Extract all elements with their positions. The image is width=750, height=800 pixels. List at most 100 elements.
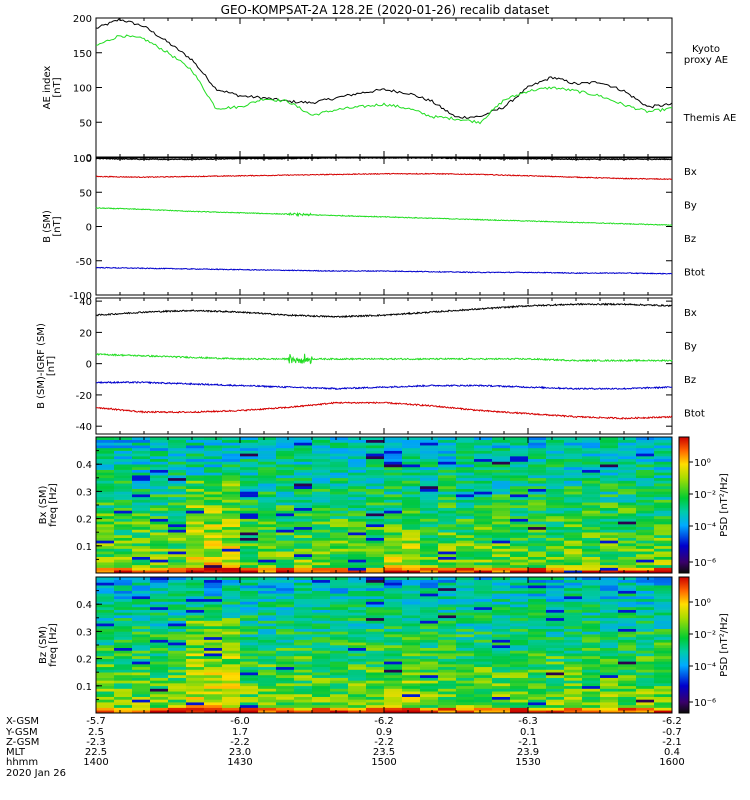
bz_psd-cell-10-13 [276, 674, 295, 678]
bz_psd-cell-5-19 [186, 658, 205, 662]
bx_psd-cell-27-48 [582, 439, 601, 443]
bx_psd-cell-1-37 [114, 469, 133, 473]
bx_psd-cell-8-32 [240, 483, 259, 487]
bx_psd-cell-5-29 [186, 491, 205, 495]
bz_psd-cell-5-35 [186, 615, 205, 619]
bz_psd-cell-1-0 [114, 710, 133, 714]
bz_psd-cell-17-49 [402, 577, 421, 581]
bx_psd-cell-2-28 [132, 494, 151, 498]
bz_psd-cell-21-23 [474, 647, 493, 651]
bz_psd-cell-26-38 [564, 606, 583, 610]
bz_psd-cell-20-8 [456, 688, 475, 692]
bx_psd-cell-23-9 [510, 545, 529, 549]
bx_psd-cell-27-17 [582, 524, 601, 528]
bx_psd-cell-9-16 [258, 526, 277, 530]
b_igrf-series-bx [95, 380, 673, 391]
bz_psd-cell-9-1 [258, 707, 277, 711]
bx_psd-cell-9-27 [258, 496, 277, 500]
bx_psd-cell-2-33 [132, 480, 151, 484]
bx_psd-cell-23-39 [510, 464, 529, 468]
bx_psd-cell-0-13 [96, 534, 115, 538]
bx_psd-cell-17-31 [402, 485, 421, 489]
bz_psd-cell-29-31 [618, 625, 637, 629]
bz_psd-cell-24-20 [528, 655, 547, 659]
bz_psd-cell-18-24 [420, 645, 439, 649]
bx_psd-cell-18-20 [420, 515, 439, 519]
bz_psd-cell-16-48 [384, 579, 403, 583]
bx_psd-cell-7-20 [222, 515, 241, 519]
bx_psd-cell-15-26 [366, 499, 385, 503]
bx_psd-cell-10-5 [276, 556, 295, 560]
bx_psd-cell-10-35 [276, 475, 295, 479]
bz_psd-cell-18-25 [420, 642, 439, 646]
bz_psd-cell-31-42 [654, 596, 673, 600]
b_sm-legend-by: By [684, 201, 697, 212]
bx_psd-cell-31-37 [654, 469, 673, 473]
bz_psd-cell-3-39 [150, 604, 169, 608]
bz_psd-cell-2-24 [132, 645, 151, 649]
bx_psd-cell-30-39 [636, 464, 655, 468]
bz_psd-cell-18-17 [420, 664, 439, 668]
bz_psd-cell-2-40 [132, 601, 151, 605]
bz_psd-cell-0-12 [96, 677, 115, 681]
bz_psd-cell-20-1 [456, 707, 475, 711]
bx_psd-cell-4-9 [168, 545, 187, 549]
bz_psd-cell-29-18 [618, 661, 637, 665]
bz_psd-cell-12-43 [312, 593, 331, 597]
bz_psd-cell-15-40 [366, 601, 385, 605]
bz_psd-cell-28-7 [600, 691, 619, 695]
bx_psd-cell-4-3 [168, 562, 187, 566]
bz_psd-cell-15-45 [366, 587, 385, 591]
bz_psd-cell-23-36 [510, 612, 529, 616]
bz_psd-cell-20-16 [456, 666, 475, 670]
bz_psd-cell-0-37 [96, 609, 115, 613]
bz_psd-cell-18-12 [420, 677, 439, 681]
bx_psd-cell-17-22 [402, 510, 421, 514]
bz_psd-cell-17-45 [402, 587, 421, 591]
bz_psd-cell-21-22 [474, 650, 493, 654]
bz_psd-cell-27-24 [582, 645, 601, 649]
bz_psd-cell-27-39 [582, 604, 601, 608]
bz_psd-cell-3-23 [150, 647, 169, 651]
bx_psd-cell-9-37 [258, 469, 277, 473]
bz_psd-cell-28-20 [600, 655, 619, 659]
bz_psd-cell-2-13 [132, 674, 151, 678]
bz_psd-cell-26-40 [564, 601, 583, 605]
bx_psd-cell-5-36 [186, 472, 205, 476]
bz_psd-cell-18-47 [420, 582, 439, 586]
bz_psd-cell-20-43 [456, 593, 475, 597]
bz_psd-cell-24-33 [528, 620, 547, 624]
ephemeris-y-3: 0.1 [520, 727, 536, 738]
bz_psd-cell-18-9 [420, 685, 439, 689]
ephemeris-hhmm-0: 1400 [83, 757, 108, 768]
bz_psd-cell-13-37 [330, 609, 349, 613]
bx_psd-cell-24-14 [528, 532, 547, 536]
ephemeris-y-0: 2.5 [88, 727, 104, 738]
bz_psd-cell-31-23 [654, 647, 673, 651]
bz_psd-cell-31-1 [654, 707, 673, 711]
bz_psd-cell-6-2 [204, 704, 223, 708]
bx_psd-cell-25-42 [546, 456, 565, 460]
bx_psd-cell-30-41 [636, 458, 655, 462]
bz_psd-cell-5-7 [186, 691, 205, 695]
bx_psd-cell-2-32 [132, 483, 151, 487]
bx_psd-cell-23-5 [510, 556, 529, 560]
bx_psd-cell-15-36 [366, 472, 385, 476]
bz_psd-cell-15-12 [366, 677, 385, 681]
bz_psd-cell-27-18 [582, 661, 601, 665]
bx_psd-cell-8-23 [240, 507, 259, 511]
bx_psd-cell-7-44 [222, 450, 241, 454]
bx_psd-cell-1-3 [114, 562, 133, 566]
ephemeris-y-2: 0.9 [376, 727, 392, 738]
bx_psd-cell-0-38 [96, 466, 115, 470]
bz_psd-cell-4-39 [168, 604, 187, 608]
bx_psd-cell-25-28 [546, 494, 565, 498]
bx_psd-cell-13-9 [330, 545, 349, 549]
bz_psd-cell-3-30 [150, 628, 169, 632]
bx_psd-cell-8-44 [240, 450, 259, 454]
bz_psd-cell-3-45 [150, 587, 169, 591]
bz_psd-cell-19-25 [438, 642, 457, 646]
bz_psd-cell-17-8 [402, 688, 421, 692]
bx_psd-cell-21-43 [474, 453, 493, 457]
bx_psd-cell-10-33 [276, 480, 295, 484]
